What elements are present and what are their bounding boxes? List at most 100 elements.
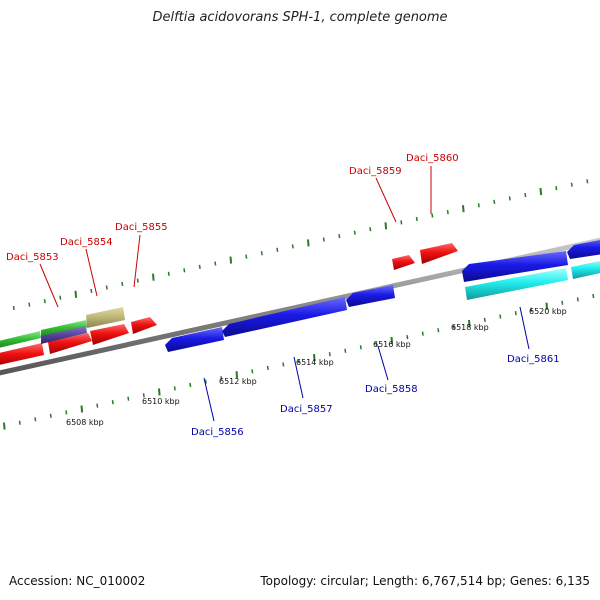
minor-tick bbox=[524, 192, 527, 198]
major-tick bbox=[539, 188, 543, 196]
genome-title: Delftia acidovorans SPH-1, complete geno… bbox=[152, 10, 448, 25]
forward-tick-track bbox=[12, 179, 589, 311]
minor-tick bbox=[344, 348, 347, 353]
minor-tick bbox=[220, 376, 223, 381]
minor-tick bbox=[477, 203, 480, 208]
major-tick bbox=[229, 256, 233, 264]
major-tick bbox=[313, 354, 316, 362]
gene-arrow[interactable] bbox=[222, 297, 347, 337]
minor-tick bbox=[173, 386, 176, 391]
gene-label[interactable]: Daci_5861 bbox=[507, 354, 560, 365]
gene-arrow[interactable] bbox=[567, 238, 600, 259]
gene-block[interactable] bbox=[571, 259, 600, 279]
minor-tick bbox=[96, 403, 99, 408]
minor-tick bbox=[437, 328, 440, 333]
minor-tick bbox=[297, 358, 300, 364]
minor-tick bbox=[59, 295, 62, 300]
minor-tick bbox=[105, 285, 108, 290]
scale-labels: 6508 kbp 6510 kbp 6512 kbp 6514 kbp 6516… bbox=[66, 307, 567, 427]
minor-tick bbox=[406, 334, 409, 340]
minor-tick bbox=[400, 220, 403, 225]
major-tick bbox=[307, 239, 310, 247]
scale-label: 6520 kbp bbox=[529, 307, 567, 316]
minor-tick bbox=[514, 310, 517, 316]
minor-tick bbox=[266, 365, 269, 371]
minor-tick bbox=[530, 307, 533, 312]
major-tick bbox=[3, 422, 6, 430]
major-tick bbox=[462, 205, 465, 213]
gene-block[interactable] bbox=[86, 307, 125, 328]
minor-tick bbox=[586, 179, 589, 184]
minor-tick bbox=[375, 341, 378, 347]
gene-arrow[interactable] bbox=[420, 243, 458, 264]
minor-tick bbox=[499, 314, 502, 319]
minor-tick bbox=[493, 199, 496, 204]
gene-arrow[interactable] bbox=[392, 255, 415, 270]
minor-tick bbox=[142, 393, 145, 398]
minor-tick bbox=[136, 278, 139, 283]
minor-tick bbox=[204, 379, 207, 384]
forward-leader-lines bbox=[39, 166, 432, 308]
gene-label[interactable]: Daci_5853 bbox=[6, 252, 59, 263]
minor-tick bbox=[452, 324, 455, 329]
scale-label: 6510 kbp bbox=[142, 397, 180, 406]
gene-label[interactable]: Daci_5858 bbox=[365, 384, 418, 395]
minor-tick bbox=[291, 244, 294, 249]
minor-tick bbox=[576, 297, 579, 302]
major-tick bbox=[74, 290, 78, 298]
minor-tick bbox=[555, 185, 558, 191]
major-tick bbox=[158, 388, 161, 396]
forward-gene-labels: Daci_5853 Daci_5854 Daci_5855 Daci_5859 … bbox=[6, 153, 459, 263]
genome-summary-text: Topology: circular; Length: 6,767,514 bp… bbox=[260, 574, 590, 588]
minor-tick bbox=[446, 209, 449, 215]
minor-tick bbox=[28, 302, 31, 307]
minor-tick bbox=[369, 227, 372, 232]
major-tick bbox=[468, 319, 471, 327]
gene-arrow[interactable] bbox=[165, 327, 224, 352]
minor-tick bbox=[189, 382, 192, 388]
gene-label[interactable]: Daci_5854 bbox=[60, 237, 113, 248]
minor-tick bbox=[183, 268, 186, 273]
scale-label: 6514 kbp bbox=[296, 358, 334, 367]
major-tick bbox=[384, 222, 388, 230]
major-tick bbox=[80, 405, 84, 413]
gene-arrow[interactable] bbox=[48, 333, 92, 354]
major-tick bbox=[152, 273, 155, 281]
minor-tick bbox=[282, 362, 285, 367]
minor-tick bbox=[245, 254, 248, 259]
gene-label[interactable]: Daci_5860 bbox=[406, 153, 459, 164]
minor-tick bbox=[328, 352, 331, 357]
minor-tick bbox=[127, 396, 130, 401]
gene-arrow[interactable] bbox=[462, 251, 568, 282]
minor-tick bbox=[121, 281, 124, 287]
gene-label[interactable]: Daci_5859 bbox=[349, 166, 402, 177]
gene-label[interactable]: Daci_5856 bbox=[191, 427, 244, 438]
minor-tick bbox=[18, 420, 21, 425]
minor-tick bbox=[260, 251, 263, 256]
gene-arrow[interactable] bbox=[0, 343, 44, 367]
gene-label[interactable]: Daci_5855 bbox=[115, 222, 168, 233]
minor-tick bbox=[338, 233, 341, 239]
minor-tick bbox=[592, 293, 595, 299]
minor-tick bbox=[214, 261, 217, 266]
minor-tick bbox=[90, 288, 93, 294]
minor-tick bbox=[198, 264, 201, 270]
gene-block[interactable] bbox=[0, 331, 41, 350]
gene-arrow[interactable] bbox=[131, 317, 157, 334]
minor-tick bbox=[415, 216, 418, 222]
gene-block[interactable] bbox=[465, 268, 568, 300]
gene-arrow[interactable] bbox=[90, 324, 129, 345]
minor-tick bbox=[276, 247, 279, 252]
gene-label[interactable]: Daci_5857 bbox=[280, 404, 333, 415]
minor-tick bbox=[49, 413, 52, 418]
gene-arrow[interactable] bbox=[346, 285, 395, 307]
scale-label: 6508 kbp bbox=[66, 418, 104, 427]
reverse-gene-track bbox=[165, 238, 600, 352]
gene-block[interactable] bbox=[41, 326, 87, 344]
minor-tick bbox=[561, 300, 564, 305]
scale-label: 6512 kbp bbox=[219, 377, 257, 386]
major-tick bbox=[390, 336, 394, 345]
minor-tick bbox=[508, 196, 511, 201]
minor-tick bbox=[167, 271, 170, 276]
